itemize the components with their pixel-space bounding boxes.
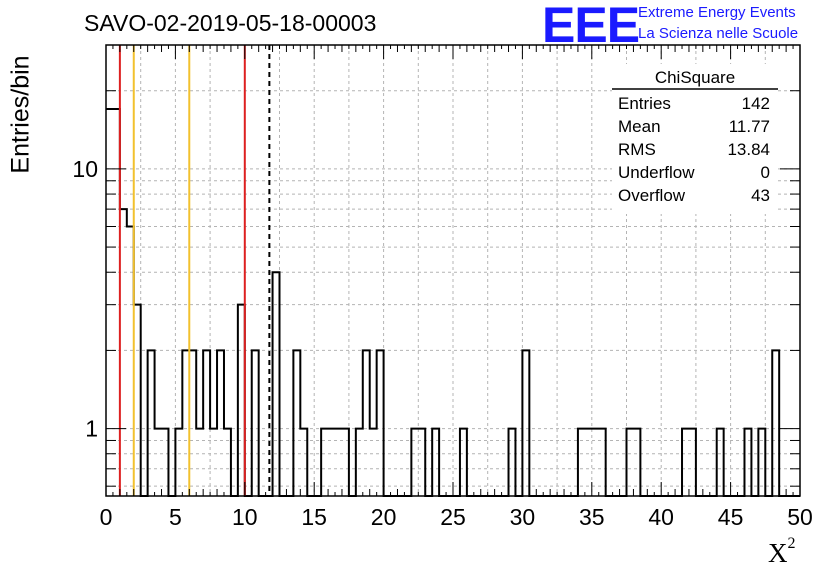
stats-title: ChiSquare [655,68,735,87]
stats-value: 43 [751,186,770,205]
histogram-outline [106,108,800,497]
x-tick-label: 5 [169,504,182,530]
chart-title: SAVO-02-2019-05-18-00003 [84,10,377,36]
x-tick-label: 0 [100,504,113,530]
stats-label: Underflow [618,163,695,182]
x-tick-label: 10 [232,504,258,530]
stats-label: Overflow [618,186,686,205]
x-tick-label: 35 [579,504,605,530]
x-tick-label: 30 [510,504,536,530]
x-tick-label: 45 [718,504,744,530]
logo-line-1: Extreme Energy Events [638,4,796,21]
eee-logo: EEE [542,0,640,53]
y-tick-label: 1 [85,416,98,442]
logo-line-2: La Scienza nelle Scuole [638,25,799,42]
y-tick-label: 10 [72,156,98,182]
x-tick-label: 20 [371,504,397,530]
x-tick-label: 40 [648,504,674,530]
y-axis-label: Entries/bin [6,55,35,174]
x-tick-label: 50 [787,504,813,530]
x-axis-label: X2 [768,535,796,568]
stats-value: 142 [742,94,770,113]
stats-value: 11.77 [729,117,770,136]
stats-value: 13.84 [727,140,770,159]
stats-label: Mean [618,117,661,136]
stats-value: 0 [761,163,770,182]
stats-label: RMS [618,140,656,159]
stats-label: Entries [618,94,671,113]
x-tick-label: 15 [301,504,327,530]
x-tick-label: 25 [440,504,466,530]
